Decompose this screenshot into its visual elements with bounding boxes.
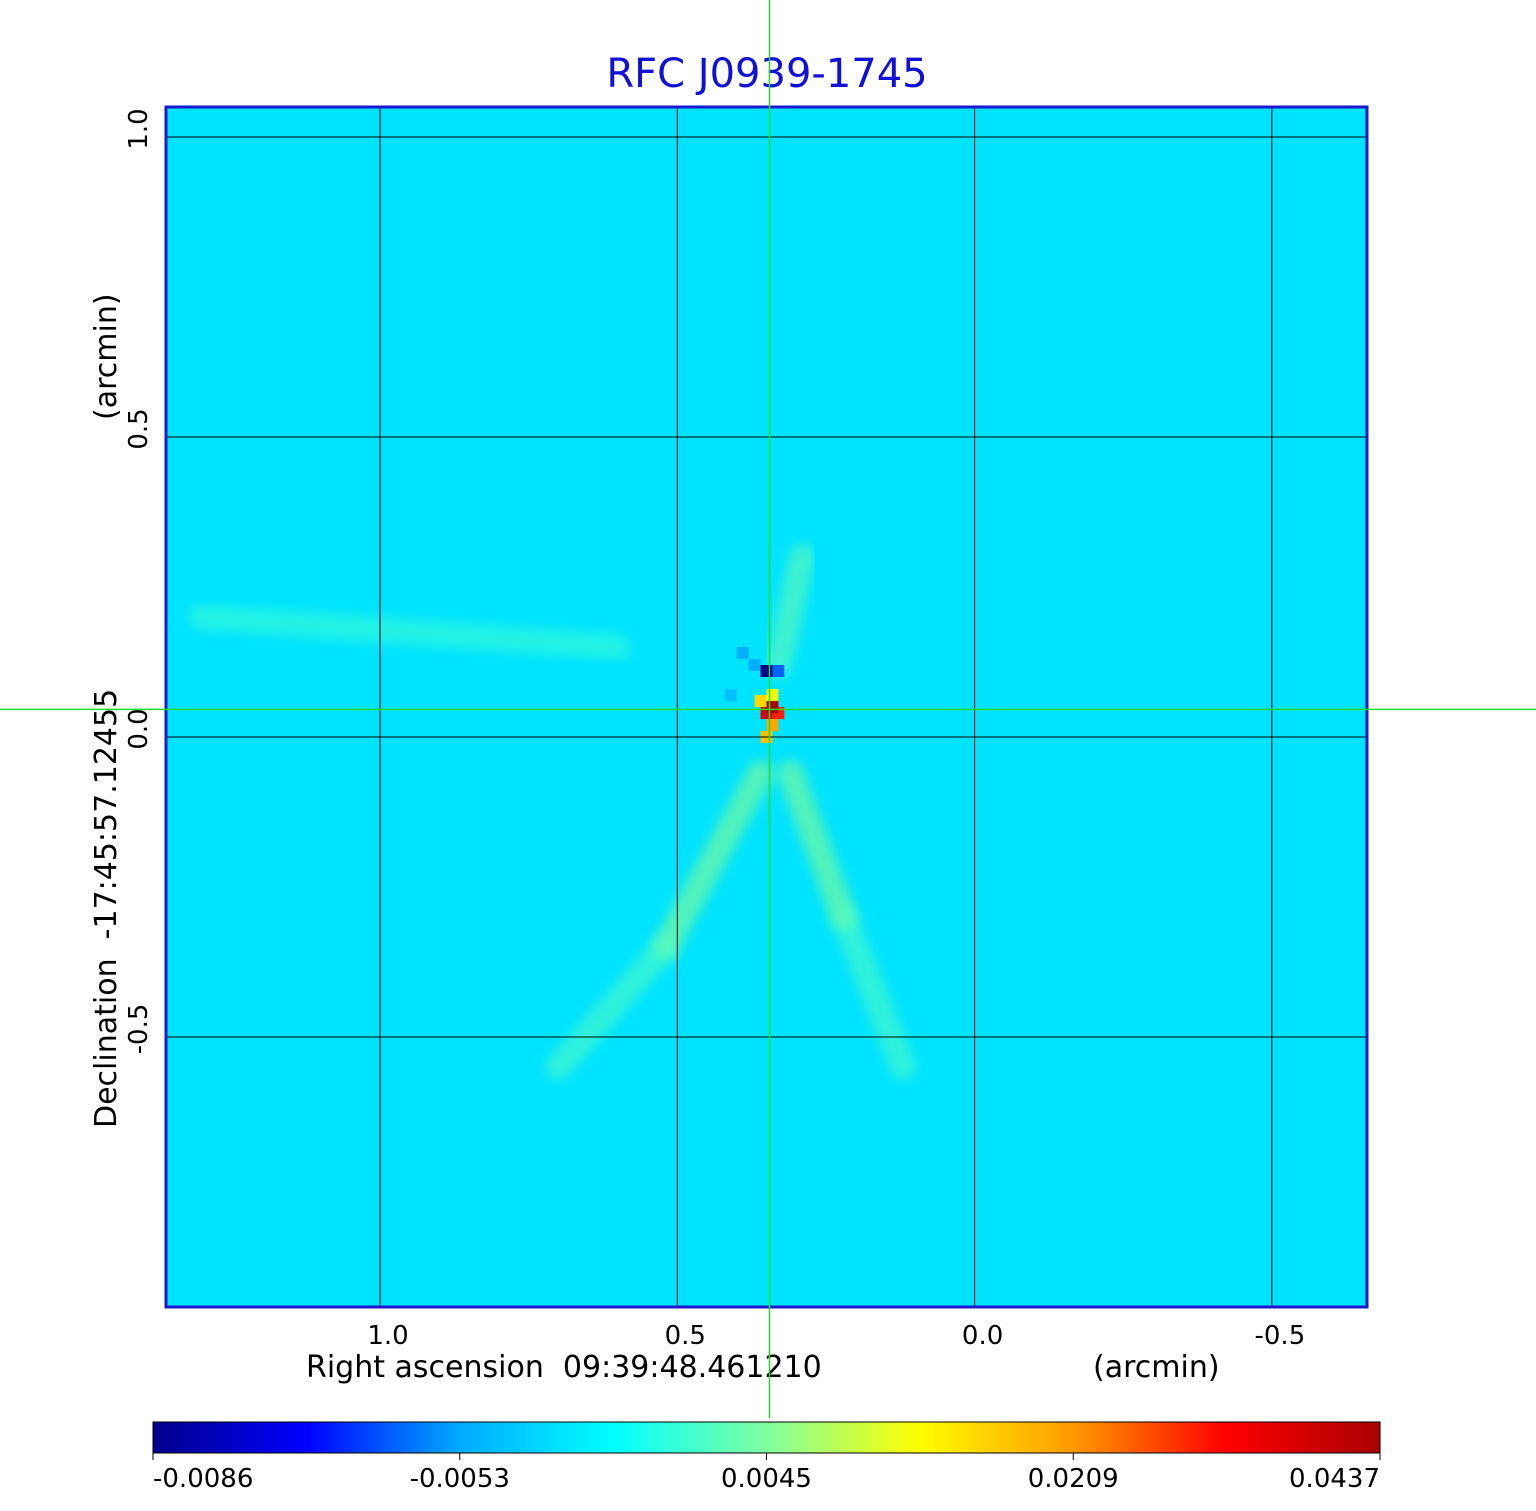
source-pixel: [724, 689, 737, 701]
y-tick-label: 0.0: [124, 708, 154, 749]
colorbar-tick-label: 0.0437: [1289, 1464, 1380, 1494]
crosshair: [0, 0, 1536, 1418]
source-pixel: [748, 659, 761, 671]
emission-streak: [765, 544, 816, 678]
colorbar-gradient: [152, 1421, 1381, 1454]
y-tick-labels: 1.0 0.5 0.0 -0.5: [124, 108, 154, 1054]
colorbar-tick-label: 0.0045: [721, 1464, 812, 1494]
chart-title: RFC J0939-1745: [606, 51, 927, 97]
x-tick-label: -0.5: [1255, 1321, 1306, 1351]
emission-streak: [188, 604, 631, 660]
x-axis-unit: (arcmin): [1093, 1350, 1220, 1385]
y-tick-label: 0.5: [124, 408, 154, 449]
source-pixel: [766, 701, 779, 713]
source-pixel: [766, 689, 779, 701]
plot-frame: [164, 105, 1369, 1309]
colorbar-tick-label: -0.0053: [410, 1464, 510, 1494]
source-pixel: [766, 719, 779, 731]
emission-streaks: [188, 544, 917, 1080]
x-axis-label: Right ascension 09:39:48.461210: [306, 1350, 822, 1385]
colorbar: -0.0086 -0.0053 0.0045 0.0209 0.0437: [152, 1421, 1381, 1494]
x-tick-label: 0.5: [665, 1321, 706, 1351]
y-axis-label: Declination -17:45:57.12455: [89, 689, 124, 1128]
source-pixel: [772, 665, 785, 677]
y-axis-unit: (arcmin): [89, 293, 124, 420]
plot-area: [164, 105, 1369, 1309]
colorbar-tick-labels: -0.0086 -0.0053 0.0045 0.0209 0.0437: [152, 1453, 1381, 1494]
emission-streak: [830, 904, 917, 1080]
y-tick-label: 1.0: [124, 108, 154, 149]
emission-streak: [545, 934, 679, 1080]
source-pixel: [760, 665, 773, 677]
colorbar-tick-label: -0.0086: [153, 1464, 253, 1494]
x-tick-labels: 1.0 0.5 0.0 -0.5: [367, 1321, 1305, 1351]
emission-streak: [652, 760, 774, 960]
x-tick-label: 0.0: [962, 1321, 1003, 1351]
emission-streak: [777, 760, 857, 930]
grid: [166, 107, 1367, 1307]
source-pixel: [754, 695, 767, 707]
y-tick-label: -0.5: [124, 1004, 154, 1055]
source-pixel: [736, 647, 749, 659]
x-tick-label: 1.0: [367, 1321, 408, 1351]
colorbar-tick-label: 0.0209: [1028, 1464, 1119, 1494]
